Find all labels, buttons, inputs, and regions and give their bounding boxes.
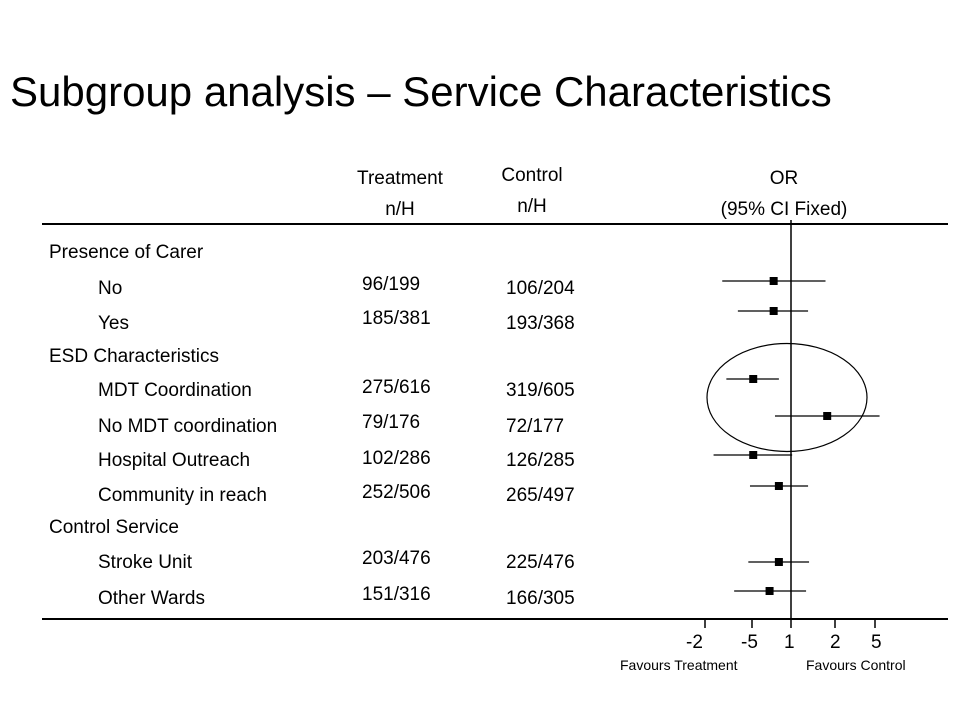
treatment-value: 275/616: [362, 377, 431, 398]
treatment-header: Treatment n/H: [345, 163, 455, 225]
tick-label: -5: [741, 632, 758, 653]
or-header-line1: OR: [769, 168, 799, 189]
favours-control-label: Favours Control: [806, 657, 906, 673]
tick-label: -2: [686, 632, 703, 653]
treatment-value: 102/286: [362, 448, 431, 469]
row-label: No MDT coordination: [98, 416, 278, 437]
control-value: 265/497: [506, 485, 575, 506]
row-label: Yes: [98, 313, 129, 334]
treatment-value: 96/199: [362, 274, 421, 295]
treatment-header-line1: Treatment: [357, 168, 443, 189]
row-label: No: [98, 278, 123, 299]
bottom-rule: [42, 618, 948, 620]
row-label: Stroke Unit: [98, 552, 192, 573]
or-header: OR (95% CI Fixed): [694, 163, 874, 225]
treatment-value: 252/506: [362, 482, 431, 503]
control-value: 106/204: [506, 278, 575, 299]
forest-plot: [704, 220, 880, 628]
favours-treatment-label: Favours Treatment: [620, 657, 738, 673]
row-label: Other Wards: [98, 588, 205, 609]
point-estimate: [769, 277, 778, 285]
control-header-line2: n/H: [517, 196, 547, 217]
row-label: Community in reach: [98, 485, 267, 506]
or-header-line2: (95% CI Fixed): [720, 199, 848, 220]
tick-label: 1: [784, 632, 795, 653]
highlight-ellipse: [706, 342, 868, 453]
group-label-carer: Presence of Carer: [49, 242, 204, 263]
top-rule: [42, 223, 948, 225]
point-estimate: [765, 587, 774, 595]
row-label: MDT Coordination: [98, 380, 252, 401]
point-estimate: [774, 482, 783, 490]
control-value: 166/305: [506, 588, 575, 609]
point-estimate: [823, 412, 832, 420]
treatment-value: 79/176: [362, 412, 421, 433]
point-estimate: [749, 375, 758, 383]
treatment-value: 151/316: [362, 584, 431, 605]
control-value: 72/177: [506, 416, 565, 437]
treatment-value: 185/381: [362, 308, 431, 329]
point-estimate: [769, 307, 778, 315]
group-label-esd: ESD Characteristics: [49, 346, 219, 367]
control-value: 126/285: [506, 450, 575, 471]
control-value: 193/368: [506, 313, 575, 334]
chart-title: Subgroup analysis – Service Characterist…: [10, 68, 832, 115]
treatment-header-line2: n/H: [385, 199, 415, 220]
point-estimate: [774, 558, 783, 566]
tick-label: 5: [871, 632, 882, 653]
point-estimate: [749, 451, 758, 459]
treatment-value: 203/476: [362, 548, 431, 569]
control-value: 319/605: [506, 380, 575, 401]
row-label: Hospital Outreach: [98, 450, 251, 471]
control-value: 225/476: [506, 552, 575, 573]
control-header: Control n/H: [482, 160, 582, 222]
group-label-control-service: Control Service: [49, 517, 179, 538]
control-header-line1: Control: [501, 165, 563, 186]
tick-label: 2: [830, 632, 841, 653]
